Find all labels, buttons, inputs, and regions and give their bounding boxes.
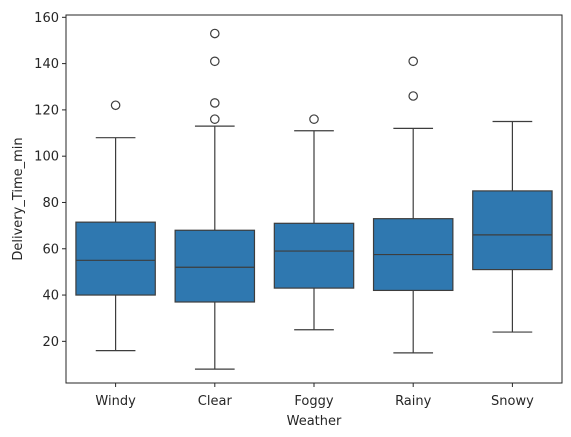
x-axis: Windy Clear Foggy Rainy Snowy xyxy=(95,383,534,409)
box-windy xyxy=(75,100,156,352)
y-tick-label: 100 xyxy=(34,150,59,165)
outlier-point xyxy=(309,114,319,124)
box-iqr xyxy=(75,221,156,296)
y-tick-label: 60 xyxy=(42,242,59,257)
x-tick-label-windy: Windy xyxy=(95,394,136,409)
y-tick-label: 160 xyxy=(34,11,59,26)
box-snowy xyxy=(472,120,553,333)
y-axis-label: Delivery_Time_min xyxy=(11,137,26,260)
outlier-point xyxy=(408,91,418,101)
x-tick-label-foggy: Foggy xyxy=(294,394,333,409)
box-iqr xyxy=(273,222,355,289)
box-iqr xyxy=(472,190,553,271)
box-foggy xyxy=(273,114,355,331)
box-rainy xyxy=(372,56,454,354)
x-tick-label-rainy: Rainy xyxy=(395,394,432,409)
outlier-point xyxy=(210,56,220,67)
y-tick-label: 80 xyxy=(42,196,59,211)
box-clear xyxy=(174,28,256,370)
y-tick-label: 40 xyxy=(42,289,59,304)
outlier-point xyxy=(110,100,121,111)
y-axis: 20 40 60 80 100 120 140 160 xyxy=(34,11,66,350)
x-tick-label-snowy: Snowy xyxy=(491,394,534,409)
outlier-point xyxy=(210,28,220,39)
plot-marks xyxy=(75,28,553,370)
box-iqr xyxy=(174,229,256,303)
x-tick-label-clear: Clear xyxy=(198,394,233,409)
y-tick-label: 120 xyxy=(34,103,59,118)
outlier-point xyxy=(210,98,220,108)
y-tick-label: 140 xyxy=(34,57,59,72)
x-axis-label: Weather xyxy=(287,414,342,429)
y-tick-label: 20 xyxy=(42,335,59,350)
outlier-point xyxy=(210,114,220,124)
outlier-point xyxy=(408,56,418,67)
